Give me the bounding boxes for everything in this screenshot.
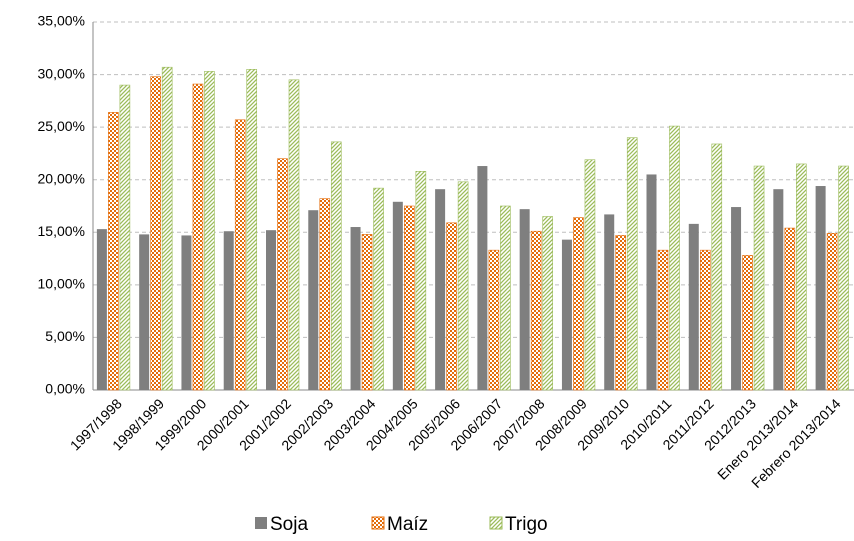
bar	[699, 249, 711, 391]
bar	[796, 163, 807, 391]
bar	[561, 239, 572, 390]
bar	[161, 66, 173, 391]
bar	[815, 186, 826, 390]
legend-label: Soja	[270, 514, 308, 535]
bar	[488, 249, 500, 391]
bar	[277, 158, 288, 391]
bar	[753, 165, 765, 391]
bar	[319, 198, 331, 391]
bar	[234, 119, 246, 391]
bar	[688, 223, 699, 390]
bar	[288, 79, 300, 391]
y-tick-label: 10,00%	[38, 276, 85, 292]
bar	[223, 231, 234, 390]
bar	[711, 143, 723, 391]
bar	[519, 209, 530, 390]
y-tick-label: 30,00%	[38, 65, 85, 81]
bar	[669, 125, 680, 391]
bar	[415, 171, 427, 391]
bar	[530, 230, 542, 391]
bar	[330, 141, 342, 391]
legend-label: Maíz	[387, 514, 428, 535]
bar	[604, 214, 615, 390]
bar	[457, 181, 469, 391]
legend-swatch	[489, 516, 503, 530]
legend: Soja Maíz Trigo	[255, 514, 548, 535]
bar	[404, 205, 415, 391]
bar	[773, 189, 784, 390]
bar	[108, 112, 119, 391]
bar	[350, 227, 361, 390]
legend-swatch	[255, 517, 267, 529]
bar	[392, 201, 403, 390]
bar	[826, 233, 838, 391]
bar	[477, 166, 488, 390]
bar	[150, 76, 161, 391]
bar	[731, 207, 742, 390]
bar	[626, 137, 638, 391]
bar	[784, 227, 796, 391]
y-tick-label: 35,00%	[38, 13, 85, 29]
bar	[204, 71, 215, 391]
bar	[838, 165, 849, 391]
bar	[246, 69, 258, 391]
bar	[615, 235, 627, 391]
bar	[657, 249, 669, 391]
bar	[646, 174, 657, 390]
bar	[181, 235, 192, 390]
bar	[308, 210, 319, 390]
bar	[139, 234, 150, 390]
y-tick-label: 20,00%	[38, 170, 85, 186]
bar	[500, 205, 511, 391]
bar	[584, 159, 596, 391]
bar	[446, 222, 457, 391]
bar	[742, 255, 753, 391]
bar	[361, 234, 373, 391]
bar	[373, 187, 384, 391]
bar	[96, 229, 107, 390]
bar	[192, 83, 204, 391]
y-tick-label: 25,00%	[38, 118, 85, 134]
bar	[435, 189, 446, 390]
legend-swatch	[371, 516, 385, 530]
bar	[542, 216, 553, 391]
bar	[573, 217, 584, 391]
bar	[119, 84, 131, 391]
y-tick-label: 5,00%	[45, 328, 85, 344]
legend-label: Trigo	[505, 514, 548, 535]
y-tick-label: 0,00%	[45, 381, 85, 397]
y-tick-label: 15,00%	[38, 223, 85, 239]
bar	[266, 230, 276, 390]
